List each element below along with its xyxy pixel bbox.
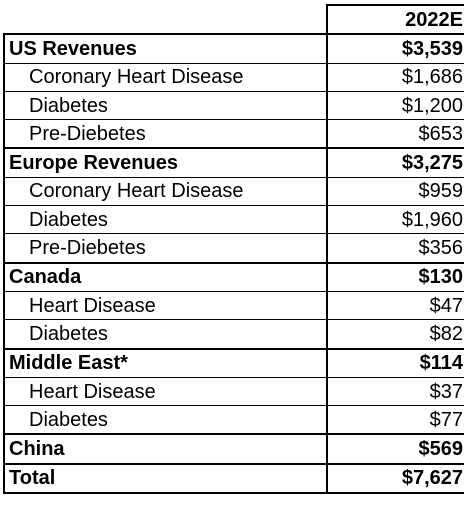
header-blank bbox=[4, 5, 328, 36]
total-row-value: $7,627 bbox=[326, 462, 464, 495]
group-row-value: $130 bbox=[326, 261, 464, 292]
item-row-value: $47 bbox=[326, 290, 464, 321]
group-row-label: Middle East* bbox=[3, 347, 328, 378]
header-cell: 2022E bbox=[326, 3, 464, 36]
table-body: 2022E US Revenues $3,539 Coronary Heart Di… bbox=[3, 3, 464, 495]
item-row-value: $959 bbox=[326, 176, 464, 207]
group-row: Europe Revenues $3,275 bbox=[3, 147, 464, 178]
item-row: Heart Disease $37 bbox=[3, 376, 464, 407]
item-row-label: Diabetes bbox=[3, 205, 328, 235]
item-row-label: Diabetes bbox=[3, 319, 328, 350]
total-row-label: Total bbox=[3, 462, 328, 495]
item-row: Pre-Diebetes $356 bbox=[3, 233, 464, 264]
group-row-label: US Revenues bbox=[3, 33, 328, 64]
item-row-value: $77 bbox=[326, 405, 464, 435]
item-row-label: Pre-Diebetes bbox=[3, 119, 328, 149]
item-row: Coronary Heart Disease $959 bbox=[3, 176, 464, 207]
group-row-label: China bbox=[3, 433, 328, 465]
item-row-label: Diabetes bbox=[3, 405, 328, 435]
revenue-table: 2022E US Revenues $3,539 Coronary Heart Di… bbox=[3, 3, 464, 495]
group-row: China $569 bbox=[3, 433, 464, 465]
group-row-value: $3,539 bbox=[326, 33, 464, 64]
item-row-value: $82 bbox=[326, 319, 464, 350]
item-row-value: $37 bbox=[326, 376, 464, 407]
item-row: Pre-Diebetes $653 bbox=[3, 119, 464, 149]
group-row-label: Europe Revenues bbox=[3, 147, 328, 178]
group-row-value: $3,275 bbox=[326, 147, 464, 178]
item-row: Diabetes $82 bbox=[3, 319, 464, 350]
item-row-value: $1,960 bbox=[326, 205, 464, 235]
total-row: Total $7,627 bbox=[3, 462, 464, 495]
group-row: Middle East* $114 bbox=[3, 347, 464, 378]
item-row: Heart Disease $47 bbox=[3, 290, 464, 321]
item-row-label: Diabetes bbox=[3, 90, 328, 121]
group-row: US Revenues $3,539 bbox=[3, 33, 464, 64]
item-row: Diabetes $1,200 bbox=[3, 90, 464, 121]
item-row: Diabetes $1,960 bbox=[3, 205, 464, 235]
item-row-value: $1,200 bbox=[326, 90, 464, 121]
group-row-value: $114 bbox=[326, 347, 464, 378]
group-row: Canada $130 bbox=[3, 261, 464, 292]
group-row-label: Canada bbox=[3, 261, 328, 292]
item-row-label: Coronary Heart Disease bbox=[3, 176, 328, 207]
item-row-value: $356 bbox=[326, 233, 464, 264]
header-row: 2022E bbox=[4, 3, 464, 36]
item-row-value: $1,686 bbox=[326, 62, 464, 92]
item-row-label: Coronary Heart Disease bbox=[3, 62, 328, 92]
item-row: Coronary Heart Disease $1,686 bbox=[3, 62, 464, 92]
item-row-label: Heart Disease bbox=[3, 376, 328, 407]
group-row-value: $569 bbox=[326, 433, 464, 465]
item-row: Diabetes $77 bbox=[3, 405, 464, 435]
item-row-label: Heart Disease bbox=[3, 290, 328, 321]
item-row-label: Pre-Diebetes bbox=[3, 233, 328, 264]
item-row-value: $653 bbox=[326, 119, 464, 149]
